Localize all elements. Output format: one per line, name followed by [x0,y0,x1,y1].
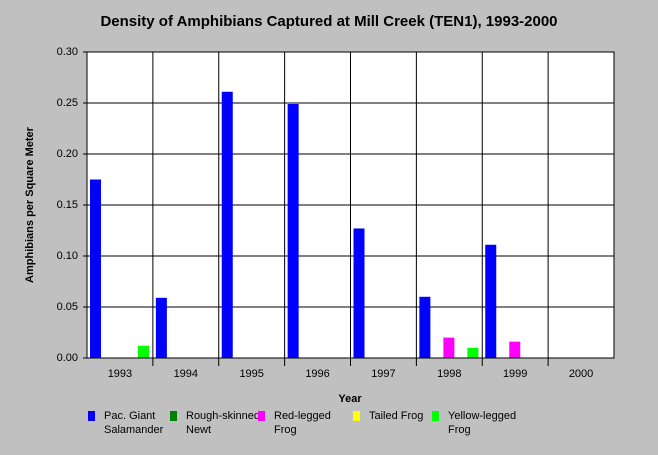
x-tick-label: 1997 [371,368,395,380]
legend-swatch [353,411,360,421]
bar [138,345,149,358]
legend-label: Red-legged Frog [274,410,331,436]
y-tick-label: 0.10 [57,250,78,262]
legend-swatch [258,411,265,421]
bar [485,244,497,358]
x-tick-label: 1993 [108,368,132,380]
y-tick-label: 0.20 [57,148,78,160]
y-tick-label: 0.25 [57,97,78,109]
legend-item: Rough-skinned Newt [170,409,264,437]
legend-label: Tailed Frog [369,410,424,422]
legend-label: Pac. Giant Salamander [104,410,164,436]
legend-swatch [170,411,177,421]
x-tick-label: 2000 [569,368,593,380]
y-tick-label: 0.15 [57,199,78,211]
chart-title: Density of Amphibians Captured at Mill C… [100,13,557,30]
y-tick-label: 0.05 [57,301,78,313]
legend-item: Pac. Giant Salamander [88,409,182,437]
legend-item: Tailed Frog [353,409,447,423]
x-axis-label: Year [338,393,362,405]
legend-item: Red-legged Frog [258,409,352,437]
y-axis-label: Amphibians per Square Meter [24,126,36,283]
bar [155,297,167,358]
x-tick-label: 1999 [503,368,527,380]
y-tick-label: 0.30 [57,46,78,58]
legend-swatch [88,411,95,421]
legend-item: Yellow-legged Frog [432,409,526,437]
x-tick-label: 1994 [174,368,198,380]
legend-label: Rough-skinned Newt [186,410,260,436]
bar [419,296,431,358]
bar [353,228,365,358]
plot-border [86,51,615,359]
bar [509,341,521,358]
x-tick-label: 1998 [437,368,461,380]
bar [287,104,299,359]
bar [467,347,479,358]
x-tick-label: 1996 [305,368,329,380]
bar [221,91,233,358]
bar [443,337,455,358]
legend-label: Yellow-legged Frog [448,410,517,436]
y-tick-label: 0.00 [57,352,78,364]
bar [90,179,101,358]
legend-swatch [432,411,439,421]
x-tick-label: 1995 [239,368,263,380]
